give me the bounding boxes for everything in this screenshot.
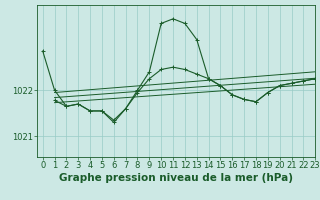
X-axis label: Graphe pression niveau de la mer (hPa): Graphe pression niveau de la mer (hPa) bbox=[59, 173, 293, 183]
